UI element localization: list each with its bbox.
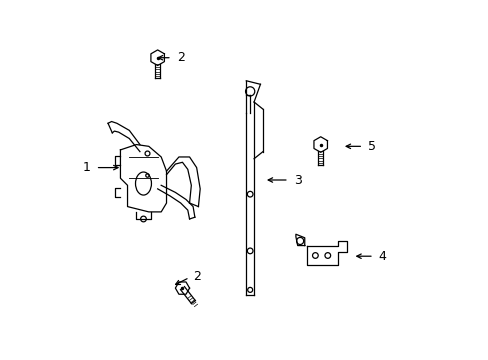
- Text: 1: 1: [82, 161, 91, 174]
- Text: 3: 3: [293, 174, 301, 186]
- Text: 2: 2: [176, 51, 184, 64]
- Text: 5: 5: [367, 140, 375, 153]
- Text: 4: 4: [378, 250, 386, 263]
- Text: 2: 2: [193, 270, 201, 283]
